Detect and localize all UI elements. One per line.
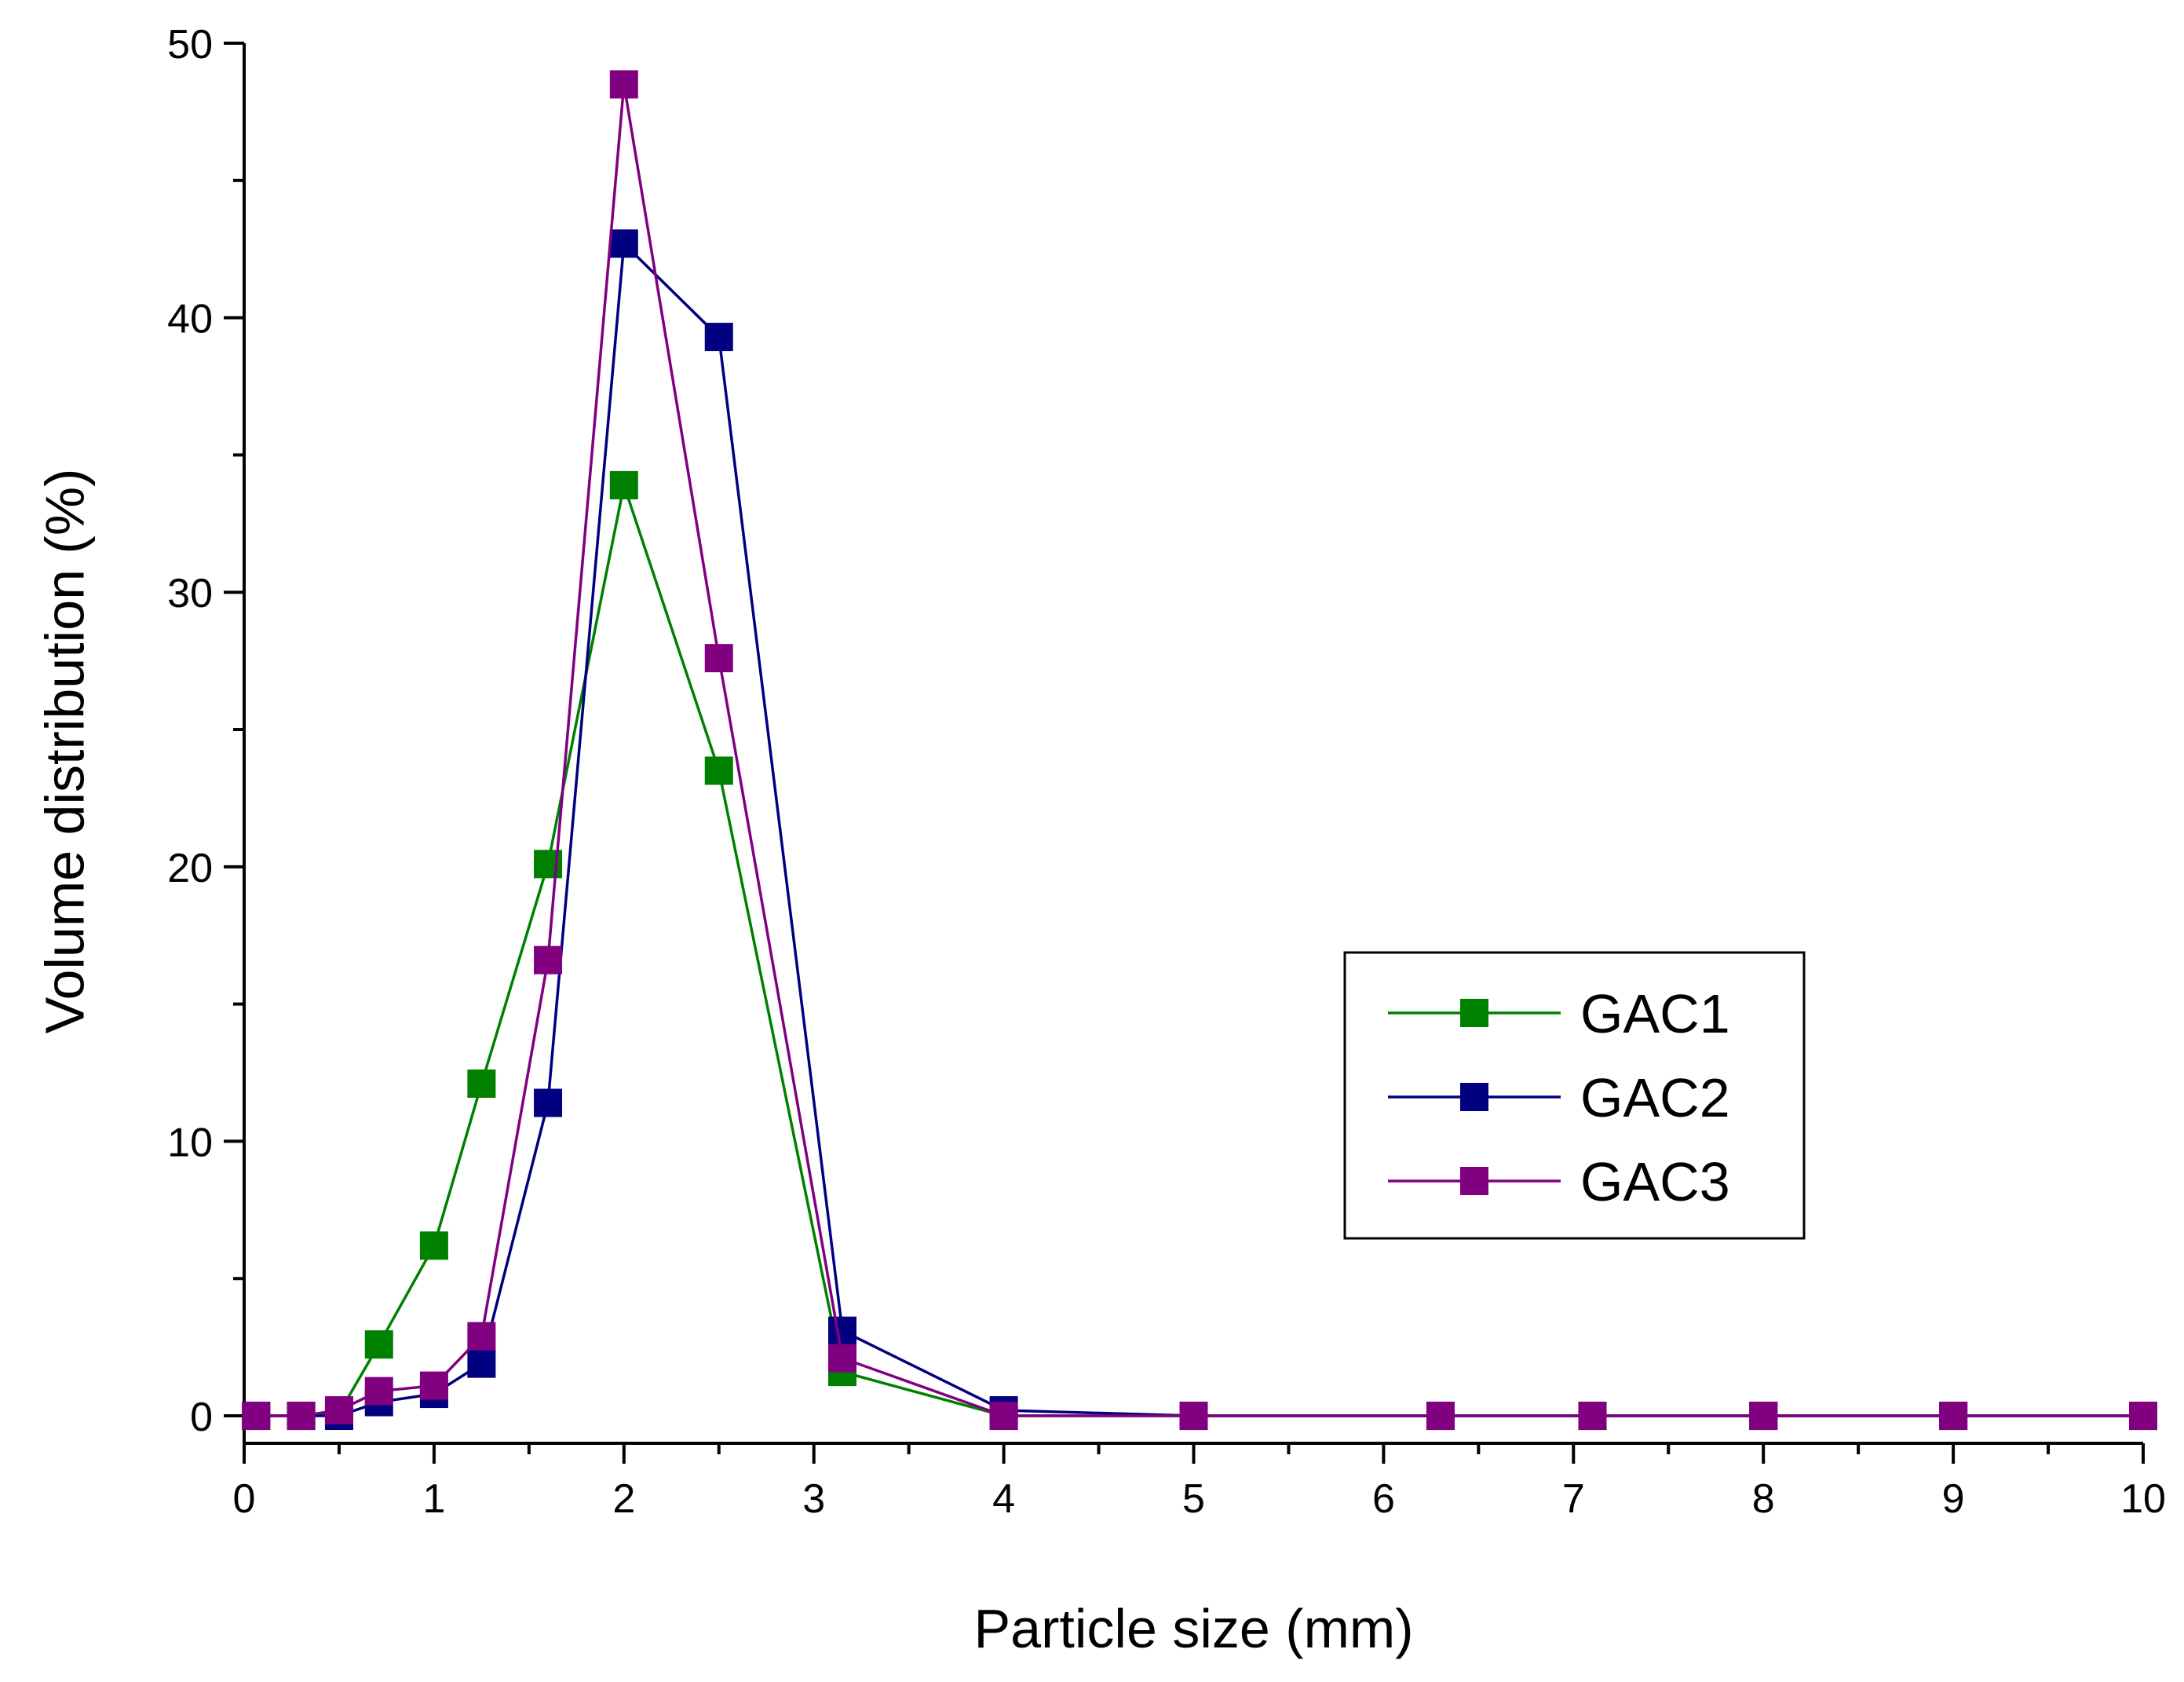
data-point — [467, 1322, 496, 1351]
x-tick-label: 1 — [422, 1476, 445, 1522]
data-point — [419, 1371, 448, 1400]
data-point — [1179, 1402, 1208, 1431]
legend-label: GAC1 — [1580, 983, 1730, 1044]
x-tick-label: 5 — [1182, 1476, 1205, 1522]
data-point — [609, 229, 638, 258]
x-tick-label: 8 — [1752, 1476, 1775, 1522]
data-point — [989, 1402, 1018, 1431]
data-point — [704, 323, 733, 352]
data-point — [1578, 1402, 1607, 1431]
data-point — [704, 756, 733, 785]
data-point — [534, 1088, 563, 1117]
data-point — [467, 1349, 496, 1378]
x-tick-label: 10 — [2120, 1476, 2166, 1522]
data-point — [364, 1377, 393, 1406]
data-point — [1426, 1402, 1455, 1431]
x-tick-label: 4 — [992, 1476, 1015, 1522]
y-tick-label: 40 — [167, 297, 213, 342]
y-tick-label: 0 — [190, 1395, 213, 1440]
y-tick-label: 30 — [167, 571, 213, 616]
plot-series — [242, 70, 2157, 1431]
data-point — [2129, 1402, 2157, 1431]
data-point — [827, 1316, 856, 1345]
x-tick-label: 2 — [612, 1476, 635, 1522]
axes: 0 1 2 3 4 5 6 7 8 9 10 0 10 20 30 40 50 — [167, 22, 2166, 1522]
legend-marker — [1460, 1167, 1488, 1195]
legend: GAC1 GAC2 GAC3 — [1343, 951, 1806, 1240]
x-axis-title: Particle size (mm) — [973, 1598, 1413, 1659]
x-tick-label: 7 — [1562, 1476, 1585, 1522]
data-point — [1749, 1402, 1778, 1431]
x-tick-label: 9 — [1942, 1476, 1965, 1522]
legend-item: GAC2 — [1388, 1067, 1730, 1128]
legend-label: GAC3 — [1580, 1151, 1730, 1212]
series-gac3 — [242, 70, 2157, 1431]
data-point — [609, 470, 638, 499]
data-point — [287, 1402, 316, 1431]
x-tick-label: 3 — [802, 1476, 825, 1522]
data-point — [364, 1330, 393, 1359]
data-point — [609, 70, 638, 99]
data-point — [1939, 1402, 1968, 1431]
y-tick-label: 10 — [167, 1120, 213, 1165]
data-point — [704, 644, 733, 673]
legend-box — [1343, 951, 1806, 1240]
legend-label: GAC2 — [1580, 1067, 1730, 1128]
legend-marker — [1460, 999, 1488, 1027]
legend-item: GAC3 — [1388, 1151, 1730, 1212]
legend-marker — [1460, 1083, 1488, 1111]
x-tick-label: 6 — [1372, 1476, 1395, 1522]
data-point — [324, 1396, 353, 1425]
y-tick-label: 20 — [167, 846, 213, 891]
data-point — [242, 1402, 271, 1431]
legend-item: GAC1 — [1388, 983, 1730, 1044]
data-point — [419, 1231, 448, 1260]
data-point — [534, 945, 563, 974]
x-tick-label: 0 — [233, 1476, 256, 1522]
data-point — [467, 1070, 496, 1099]
y-axis-title: Volume distribution (%) — [35, 469, 96, 1034]
data-point — [827, 1344, 856, 1373]
y-tick-label: 50 — [167, 22, 213, 68]
